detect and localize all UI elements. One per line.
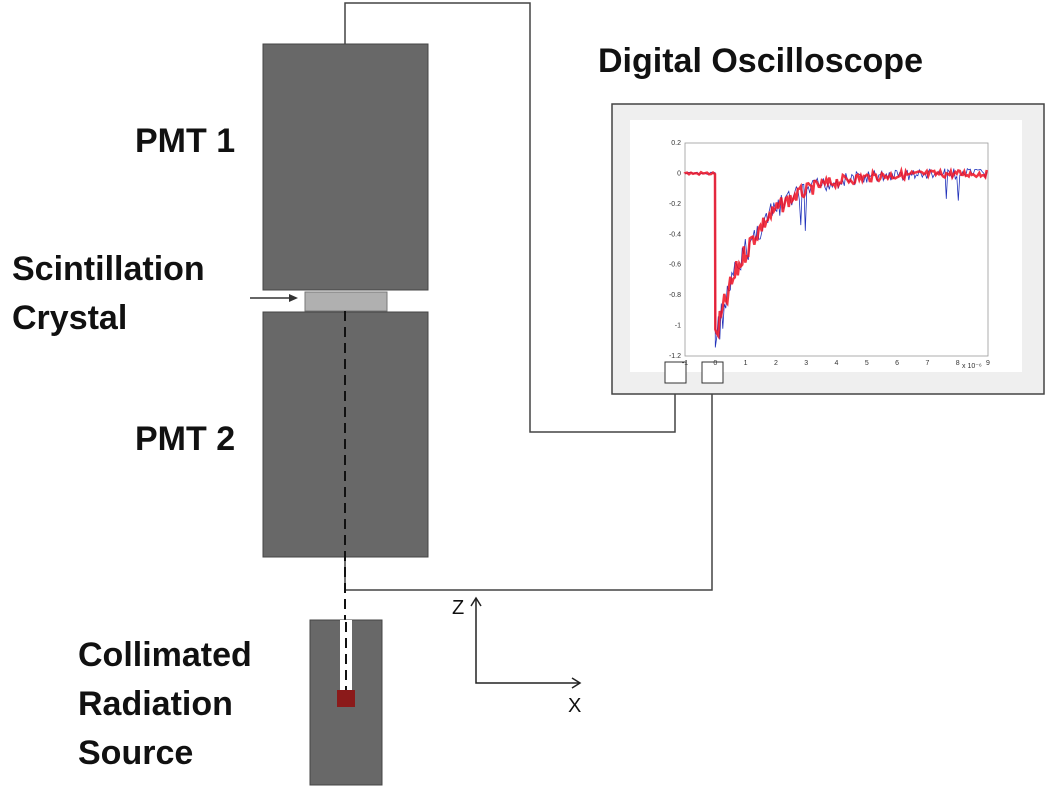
connector <box>664 361 687 384</box>
x-tick-label: 3 <box>804 360 808 367</box>
source-label: Radiation <box>78 685 233 723</box>
x-tick-label: 6 <box>895 360 899 367</box>
y-tick-label: -0.6 <box>669 262 681 269</box>
pmt1-label: PMT 1 <box>135 122 235 160</box>
x-tick-label: 2 <box>774 360 778 367</box>
y-tick-label: -0.8 <box>669 292 681 299</box>
x-tick-label: 1 <box>744 360 748 367</box>
crystal-label: Scintillation <box>12 250 205 288</box>
oscilloscope-title: Digital Oscilloscope <box>598 42 923 80</box>
x-label: X <box>568 695 581 717</box>
x-tick-label: 9 <box>986 360 990 367</box>
y-tick-label: -1.2 <box>669 353 681 360</box>
waveform <box>683 166 989 348</box>
source-label: Source <box>78 734 193 772</box>
x-tick-label: 0 <box>713 360 717 367</box>
wire <box>344 2 676 433</box>
x-tick-label: -1 <box>682 360 688 367</box>
x-tick-label: 8 <box>956 360 960 367</box>
z-label: Z <box>452 597 464 619</box>
x-multiplier: x 10⁻⁶ <box>962 363 982 370</box>
coord-axes <box>475 598 580 684</box>
arrow-head <box>289 294 298 302</box>
y-tick-label: -1 <box>675 323 681 330</box>
plot-frame <box>684 142 989 357</box>
source-label: Collimated <box>78 636 252 674</box>
arrow-head <box>571 677 582 689</box>
crystal <box>304 291 388 312</box>
pmt-1 <box>262 43 429 291</box>
screen <box>630 120 1022 372</box>
pmt2-label: PMT 2 <box>135 420 235 458</box>
y-tick-label: 0.2 <box>671 140 681 147</box>
x-tick-label: 7 <box>925 360 929 367</box>
crystal-label: Crystal <box>12 299 127 337</box>
y-tick-label: 0 <box>677 170 681 177</box>
y-tick-label: -0.4 <box>669 231 681 238</box>
connector <box>701 361 724 384</box>
arrow-head <box>470 596 482 607</box>
x-tick-label: 4 <box>835 360 839 367</box>
x-tick-label: 5 <box>865 360 869 367</box>
y-tick-label: -0.2 <box>669 201 681 208</box>
radiation-source <box>337 690 355 707</box>
red-trace <box>683 166 989 340</box>
